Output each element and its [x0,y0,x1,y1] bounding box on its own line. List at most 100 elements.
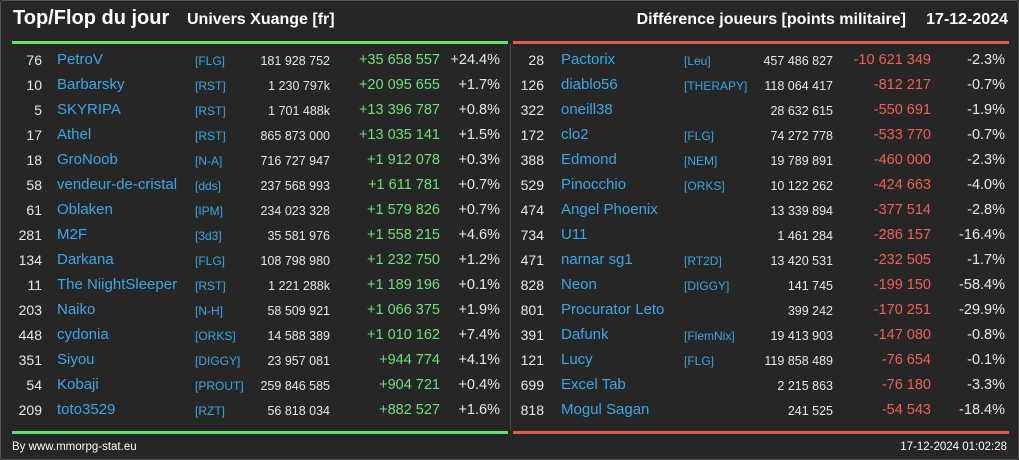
player-name-link[interactable]: narnar sg1 [561,251,633,268]
player-name-link[interactable]: toto3529 [57,401,116,418]
player-points: 28 632 615 [770,104,833,118]
alliance-tag[interactable]: [FlemNix] [684,329,735,343]
points-difference: +1 912 078 [367,152,440,168]
player-points: 23 957 081 [267,354,330,368]
alliance-tag[interactable]: [NEM] [684,154,718,168]
player-points: 399 242 [787,304,833,318]
player-points: 716 727 947 [260,154,330,168]
player-name-link[interactable]: PetroV [57,51,103,68]
percent-change: -16.4% [959,227,1005,243]
alliance-tag[interactable]: [ORKS] [684,179,725,193]
player-name-link[interactable]: Angel Phoenix [561,201,658,218]
points-difference: -170 251 [873,302,931,318]
alliance-tag[interactable]: [FLG] [684,354,715,368]
alliance-tag[interactable]: [ORKS] [195,329,236,343]
alliance-tag[interactable]: [RST] [195,129,226,143]
player-name-link[interactable]: Barbarsky [57,76,125,93]
player-rank: 801 [520,302,544,318]
points-difference: -812 217 [873,77,931,93]
player-name-link[interactable]: clo2 [561,126,589,143]
percent-change: -2.8% [967,202,1005,218]
player-name-link[interactable]: oneill38 [561,101,613,118]
top-row: 351 Siyou [DIGGY] 23 957 081 +944 774 +4.1% [12,349,508,374]
player-name-link[interactable]: Edmond [561,151,617,168]
player-name-link[interactable]: Dafunk [561,326,609,343]
points-difference: -76 654 [881,352,931,368]
player-name-link[interactable]: Lucy [561,351,593,368]
percent-change: +0.1% [458,277,500,293]
percent-change: +0.7% [458,177,500,193]
player-name-link[interactable]: Procurator Leto [561,301,665,318]
player-name-link[interactable]: Excel Tab [561,376,626,393]
points-difference: -54 543 [881,402,931,418]
player-name-link[interactable]: vendeur-de-cristal [57,176,178,193]
player-name-link[interactable]: Pactorix [561,51,616,68]
alliance-tag[interactable]: [FLG] [684,129,715,143]
player-name-link[interactable]: Pinocchio [561,176,627,193]
player-points: 13 339 894 [770,204,833,218]
player-points: 865 873 000 [260,129,330,143]
player-name-link[interactable]: Mogul Sagan [561,401,650,418]
percent-change: -2.3% [967,52,1005,68]
alliance-tag[interactable]: [THERAPY] [684,79,748,93]
player-name-link[interactable]: The NiightSleeper [57,276,178,293]
alliance-tag[interactable]: [N-H] [195,304,223,318]
alliance-tag[interactable]: [RST] [195,279,226,293]
player-name-link[interactable]: Darkana [57,251,114,268]
player-rank: 322 [520,102,544,118]
player-name-link[interactable]: U11 [561,226,588,243]
alliance-tag[interactable]: [RT2D] [684,254,722,268]
flop-row: 172 clo2 [FLG] 74 272 778 -533 770 -0.7% [513,124,1009,149]
percent-change: +1.2% [458,252,500,268]
top-divider-line [12,41,508,44]
percent-change: -0.7% [967,127,1005,143]
alliance-tag[interactable]: [N-A] [195,154,223,168]
top-row: 54 Kobaji [PROUT] 259 846 585 +904 721 +0.4% [12,374,508,399]
player-points: 1 701 488k [268,104,330,118]
points-difference: -460 000 [873,152,931,168]
percent-change: -2.3% [967,152,1005,168]
player-name-link[interactable]: cydonia [57,326,109,343]
player-name-link[interactable]: Neon [561,276,597,293]
flop-row: 126 diablo56 [THERAPY] 118 064 417 -812 217 -… [513,74,1009,99]
alliance-tag[interactable]: [RZT] [195,404,225,418]
player-points: 74 272 778 [770,129,833,143]
points-difference: -232 505 [873,252,931,268]
player-name-link[interactable]: diablo56 [561,76,618,93]
alliance-tag[interactable]: [DIGGY] [684,279,730,293]
player-name-link[interactable]: Kobaji [57,376,99,393]
player-points: 1 221 288k [268,279,330,293]
player-rank: 388 [520,152,544,168]
top-row: 76 PetroV [FLG] 181 928 752 +35 658 557 +24.4… [12,49,508,74]
player-name-link[interactable]: Naiko [57,301,96,318]
player-name-link[interactable]: M2F [57,226,87,243]
player-rank: 391 [520,327,544,343]
player-rank: 281 [18,227,42,243]
alliance-tag[interactable]: [FLG] [195,254,226,268]
alliance-tag[interactable]: [FLG] [195,54,226,68]
alliance-tag[interactable]: [3d3] [195,229,222,243]
top-row: 134 Darkana [FLG] 108 798 980 +1 232 750 +1.2… [12,249,508,274]
points-difference: -10 621 349 [853,52,931,68]
points-difference: +1 232 750 [367,252,440,268]
percent-change: -3.3% [967,377,1005,393]
source-credit: By www.mmorpg-stat.eu [12,441,137,453]
alliance-tag[interactable]: [RST] [195,104,226,118]
alliance-tag[interactable]: [Leu] [684,54,711,68]
player-name-link[interactable]: Oblaken [57,201,113,218]
alliance-tag[interactable]: [DIGGY] [195,354,241,368]
player-name-link[interactable]: SKYRIPA [57,101,121,118]
alliance-tag[interactable]: [dds] [195,179,222,193]
player-points: 118 064 417 [764,79,833,93]
alliance-tag[interactable]: [IPM] [195,204,224,218]
percent-change: +1.9% [458,302,500,318]
player-name-link[interactable]: GroNoob [57,151,118,168]
top-row: 281 M2F [3d3] 35 581 976 +1 558 215 +4.6% [12,224,508,249]
alliance-tag[interactable]: [PROUT] [195,379,244,393]
player-name-link[interactable]: Siyou [57,351,95,368]
player-rank: 134 [18,252,42,268]
alliance-tag[interactable]: [RST] [195,79,226,93]
player-name-link[interactable]: Athel [57,126,92,143]
player-rank: 529 [520,177,544,193]
top-row: 5 SKYRIPA [RST] 1 701 488k +13 396 787 +0.8% [12,99,508,124]
